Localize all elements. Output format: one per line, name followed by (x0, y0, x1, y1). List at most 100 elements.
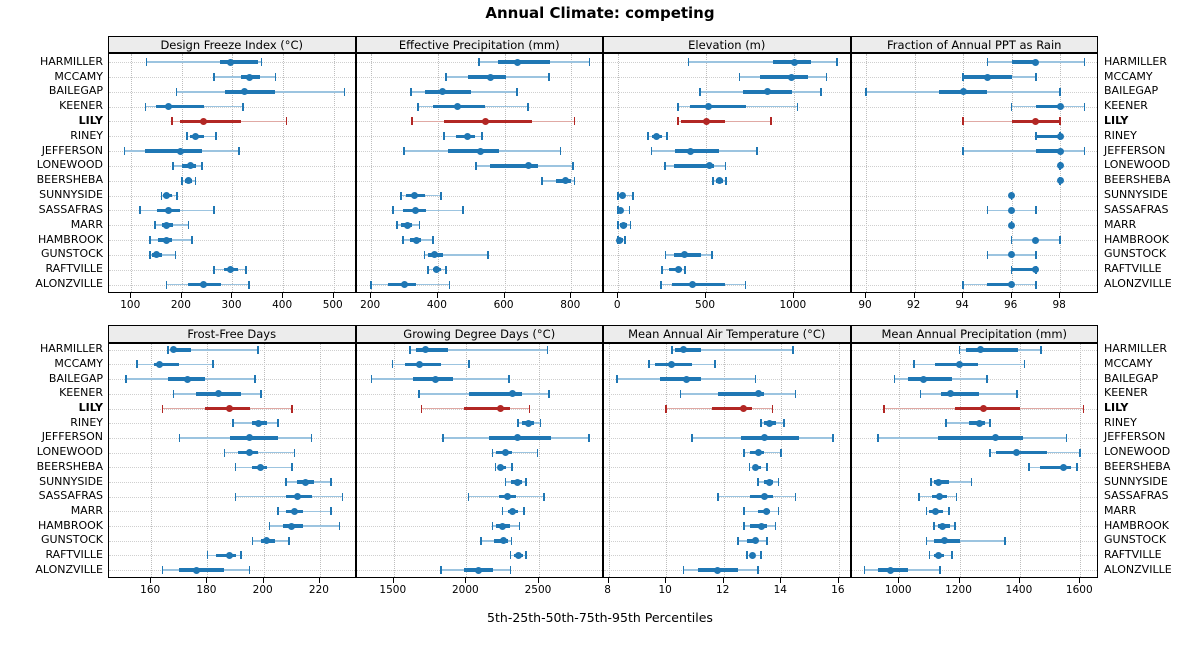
gridline-horizontal (109, 511, 355, 513)
median-dot (508, 390, 516, 398)
median-dot (482, 117, 490, 125)
cap-95th (757, 566, 760, 575)
median-dot (525, 162, 533, 170)
gridline-vertical (1011, 54, 1013, 292)
gridline-vertical (959, 344, 961, 577)
cap-95th (836, 58, 838, 67)
cap-95th (212, 360, 214, 369)
cap-5th (443, 132, 445, 141)
gridline-horizontal (604, 555, 850, 557)
axis-tick-label: 94 (955, 299, 969, 311)
cap-5th (863, 566, 866, 575)
cap-5th (617, 191, 620, 200)
station-label-left-marr: MARR (70, 217, 103, 231)
cap-5th (663, 161, 666, 170)
cap-5th (664, 250, 667, 259)
median-dot (760, 434, 768, 442)
median-dot (1032, 117, 1040, 125)
cap-95th (212, 206, 215, 215)
panel-strip-design-freeze-index-c: Design Freeze Index (°C) (108, 36, 356, 53)
cap-5th (1010, 102, 1013, 111)
cap-95th (548, 389, 550, 398)
whisker-5th-95th (149, 254, 176, 256)
median-dot (983, 73, 991, 81)
whisker-5th-95th (963, 150, 1085, 152)
median-dot (740, 405, 748, 413)
cap-5th (231, 419, 234, 428)
cap-95th (770, 117, 772, 126)
cap-5th (757, 478, 760, 486)
cap-95th (528, 404, 531, 413)
median-dot (562, 177, 570, 185)
cap-5th (661, 265, 663, 274)
gridline-horizontal (604, 254, 850, 256)
box-25th-75th (938, 436, 1023, 440)
station-label-right-mccamy: MCCAMY (1104, 69, 1153, 83)
cap-5th (509, 551, 512, 560)
station-label-left-riney: RINEY (70, 415, 103, 429)
gridline-horizontal (356, 467, 603, 469)
median-dot (751, 537, 759, 545)
median-dot (947, 390, 954, 398)
box-25th-75th (965, 348, 1019, 352)
median-dot (184, 375, 192, 383)
station-label-right-raftville: RAFTVILLE (1104, 262, 1162, 276)
cap-5th (402, 236, 404, 245)
cap-5th (745, 551, 748, 560)
cap-95th (783, 419, 785, 428)
cap-5th (717, 492, 719, 501)
axis-tick-label: 200 (170, 299, 191, 311)
cap-95th (214, 132, 217, 141)
axis-tick (570, 293, 572, 298)
median-dot (422, 346, 430, 354)
gridline-horizontal (604, 165, 850, 167)
axis-tick (332, 293, 334, 298)
axis-tick (958, 578, 960, 583)
gridline-vertical (1060, 54, 1062, 292)
gridline-horizontal (851, 254, 1098, 256)
box-25th-75th (179, 568, 225, 572)
gridline-horizontal (851, 195, 1098, 197)
cap-95th (777, 478, 780, 486)
gridline-horizontal (356, 364, 603, 366)
cap-95th (766, 463, 768, 472)
station-label-right-harmiller: HARMILLER (1104, 342, 1168, 356)
box-25th-75th (1035, 104, 1061, 109)
cap-5th (504, 478, 507, 486)
gridline-horizontal (851, 570, 1098, 572)
axis-tick-label: 200 (252, 584, 273, 596)
gridline-vertical (131, 54, 133, 292)
box-25th-75th (1011, 60, 1036, 64)
panel-strip-frost-free-days: Frost-Free Days (108, 325, 356, 343)
cap-95th (760, 551, 762, 560)
station-label-right-lonewood: LONEWOOD (1104, 445, 1171, 459)
box-25th-75th (424, 90, 472, 94)
median-dot (764, 88, 772, 96)
panel-title: Design Freeze Index (°C) (160, 38, 304, 52)
gridline-horizontal (851, 496, 1098, 498)
cap-5th (883, 404, 885, 413)
gridline-vertical (793, 54, 795, 292)
median-dot (682, 375, 690, 383)
median-dot (246, 449, 254, 457)
cap-5th (139, 206, 141, 215)
station-label-left-hambrook: HAMBROOK (37, 232, 103, 246)
station-label-right-gunstock: GUNSTOCK (1104, 533, 1167, 547)
cap-5th (962, 117, 964, 126)
median-dot (992, 434, 1000, 442)
gridline-horizontal (851, 555, 1098, 557)
median-dot (186, 162, 194, 170)
station-label-right-marr: MARR (1104, 217, 1137, 231)
median-dot (1032, 266, 1040, 274)
station-label-left-alonzville: ALONZVILLE (35, 562, 103, 576)
gridline-horizontal (604, 423, 850, 425)
station-label-right-gunstock: GUNSTOCK (1104, 247, 1167, 261)
cap-5th (517, 419, 519, 428)
cap-95th (955, 492, 958, 501)
median-dot (975, 419, 983, 427)
box-25th-75th (1011, 267, 1036, 272)
box-25th-75th (180, 119, 242, 124)
station-label-left-mccamy: MCCAMY (54, 69, 103, 83)
axis-tick (537, 578, 539, 583)
axis-tick (865, 293, 867, 298)
